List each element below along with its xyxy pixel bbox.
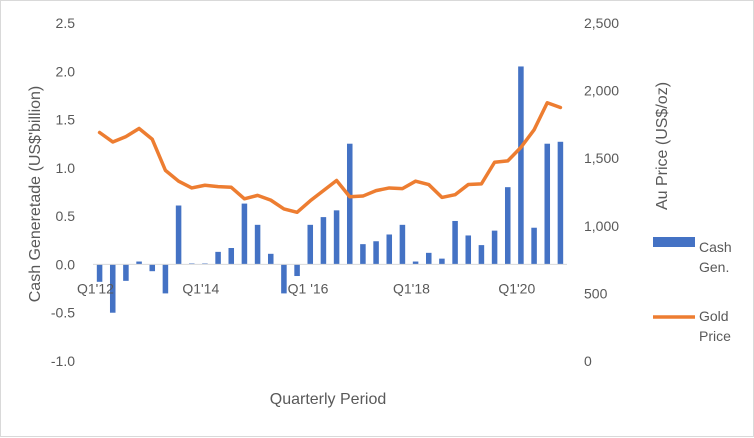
bar-cash-gen xyxy=(492,231,498,265)
bars-layer xyxy=(97,66,563,312)
y-right-tick-label: 2,500 xyxy=(584,15,619,31)
bar-cash-gen xyxy=(123,264,129,280)
bar-cash-gen xyxy=(465,235,471,264)
legend-label-cash-gen-line2: Gen. xyxy=(699,259,729,275)
bar-cash-gen xyxy=(321,217,327,264)
legend-label-gold-price-line1: Gold xyxy=(699,308,729,324)
bar-cash-gen xyxy=(426,253,432,265)
legend: Cash Gen. Gold Price xyxy=(653,237,732,344)
y-left-tick-label: 2.5 xyxy=(56,15,76,31)
y-right-tick-label: 1,500 xyxy=(584,150,619,166)
bar-cash-gen xyxy=(97,264,103,281)
gold-price-line xyxy=(100,103,561,213)
y-left-tick-label: 0.0 xyxy=(56,256,76,272)
legend-swatch-cash-gen xyxy=(653,237,695,247)
y-right-tick-label: 0 xyxy=(584,353,592,369)
x-tick-label: Q1'12 xyxy=(77,280,114,296)
y-left-tick-label: -0.5 xyxy=(51,305,75,321)
bar-cash-gen xyxy=(400,225,406,265)
bar-cash-gen xyxy=(149,264,155,271)
bar-cash-gen xyxy=(242,204,248,265)
x-tick-label: Q1'18 xyxy=(393,280,430,296)
bar-cash-gen xyxy=(386,234,392,264)
bar-cash-gen xyxy=(373,241,379,264)
x-tick-label: Q1 '16 xyxy=(288,280,329,296)
bar-cash-gen xyxy=(518,66,524,264)
bar-cash-gen xyxy=(334,210,340,264)
bar-cash-gen xyxy=(531,228,537,265)
x-axis-title: Quarterly Period xyxy=(270,391,387,408)
legend-label-gold-price-line2: Price xyxy=(699,328,731,344)
bar-cash-gen xyxy=(176,206,182,265)
y-left-tick-label: 1.5 xyxy=(56,112,76,128)
bar-cash-gen xyxy=(452,221,458,264)
legend-label-cash-gen-line1: Cash xyxy=(699,239,732,255)
bar-cash-gen xyxy=(479,245,485,264)
bar-cash-gen xyxy=(347,144,353,265)
y-left-tick-label: 2.0 xyxy=(56,63,76,79)
bar-cash-gen xyxy=(558,142,564,265)
x-tick-label: Q1'20 xyxy=(498,280,535,296)
y-left-tick-label: -1.0 xyxy=(51,353,75,369)
bar-cash-gen xyxy=(505,187,511,264)
left-axis-ticks: 2.5 2.0 1.5 1.0 0.5 0.0 -0.5 -1.0 xyxy=(51,15,75,369)
bar-cash-gen xyxy=(281,264,287,293)
y-axis-right-title: Au Price (US$/oz) xyxy=(654,82,671,210)
bar-cash-gen xyxy=(215,252,221,265)
y-axis-left-title: Cash Generetade (US$'billion) xyxy=(27,86,44,303)
bar-cash-gen xyxy=(294,264,300,276)
bar-cash-gen xyxy=(544,144,550,265)
y-left-tick-label: 1.0 xyxy=(56,160,76,176)
bar-cash-gen xyxy=(228,248,234,264)
y-left-tick-label: 0.5 xyxy=(56,208,76,224)
x-axis-ticks: Q1'12 Q1'14 Q1 '16 Q1'18 Q1'20 xyxy=(77,280,535,296)
bar-cash-gen xyxy=(163,264,169,293)
y-right-tick-label: 500 xyxy=(584,285,608,301)
y-right-tick-label: 2,000 xyxy=(584,83,619,99)
right-axis-ticks: 2,500 2,000 1,500 1,000 500 0 xyxy=(584,15,619,369)
y-right-tick-label: 1,000 xyxy=(584,218,619,234)
bar-cash-gen xyxy=(255,225,261,265)
bar-cash-gen xyxy=(307,225,313,265)
bar-cash-gen xyxy=(360,244,366,264)
bar-cash-gen xyxy=(268,254,274,265)
x-tick-label: Q1'14 xyxy=(182,280,219,296)
bar-cash-gen xyxy=(439,259,445,265)
